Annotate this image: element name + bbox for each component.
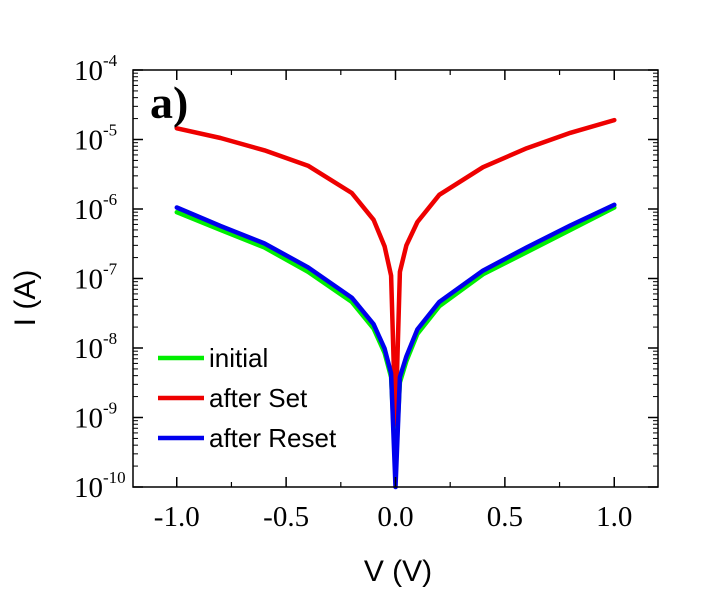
y-tick-label: 10-5 xyxy=(74,121,117,157)
ticks-layer xyxy=(133,69,658,488)
y-axis-title: I (A) xyxy=(9,270,42,327)
series-line-after-set xyxy=(174,117,617,427)
legend-label: after Reset xyxy=(209,423,337,453)
legend-label: initial xyxy=(209,343,268,373)
x-tick-label: -1.0 xyxy=(154,501,200,533)
y-tick-label: 10-7 xyxy=(74,260,118,296)
x-tick-label: 1.0 xyxy=(596,501,632,533)
legend-label: after Set xyxy=(209,383,308,413)
y-tick-label: 10-6 xyxy=(74,190,117,226)
x-tick-label: 0.0 xyxy=(377,501,413,533)
x-tick-label: 0.5 xyxy=(487,501,523,533)
y-tick-label: 10-9 xyxy=(74,399,117,435)
y-tick-label: 10-10 xyxy=(74,468,126,504)
panel-label: a) xyxy=(150,77,188,128)
x-tick-label: -0.5 xyxy=(263,501,309,533)
y-tick-label: 10-8 xyxy=(74,329,117,365)
y-tick-label: 10-4 xyxy=(74,51,118,87)
legend: initial after Set after Reset xyxy=(158,343,337,453)
x-axis-title: V (V) xyxy=(364,555,432,588)
